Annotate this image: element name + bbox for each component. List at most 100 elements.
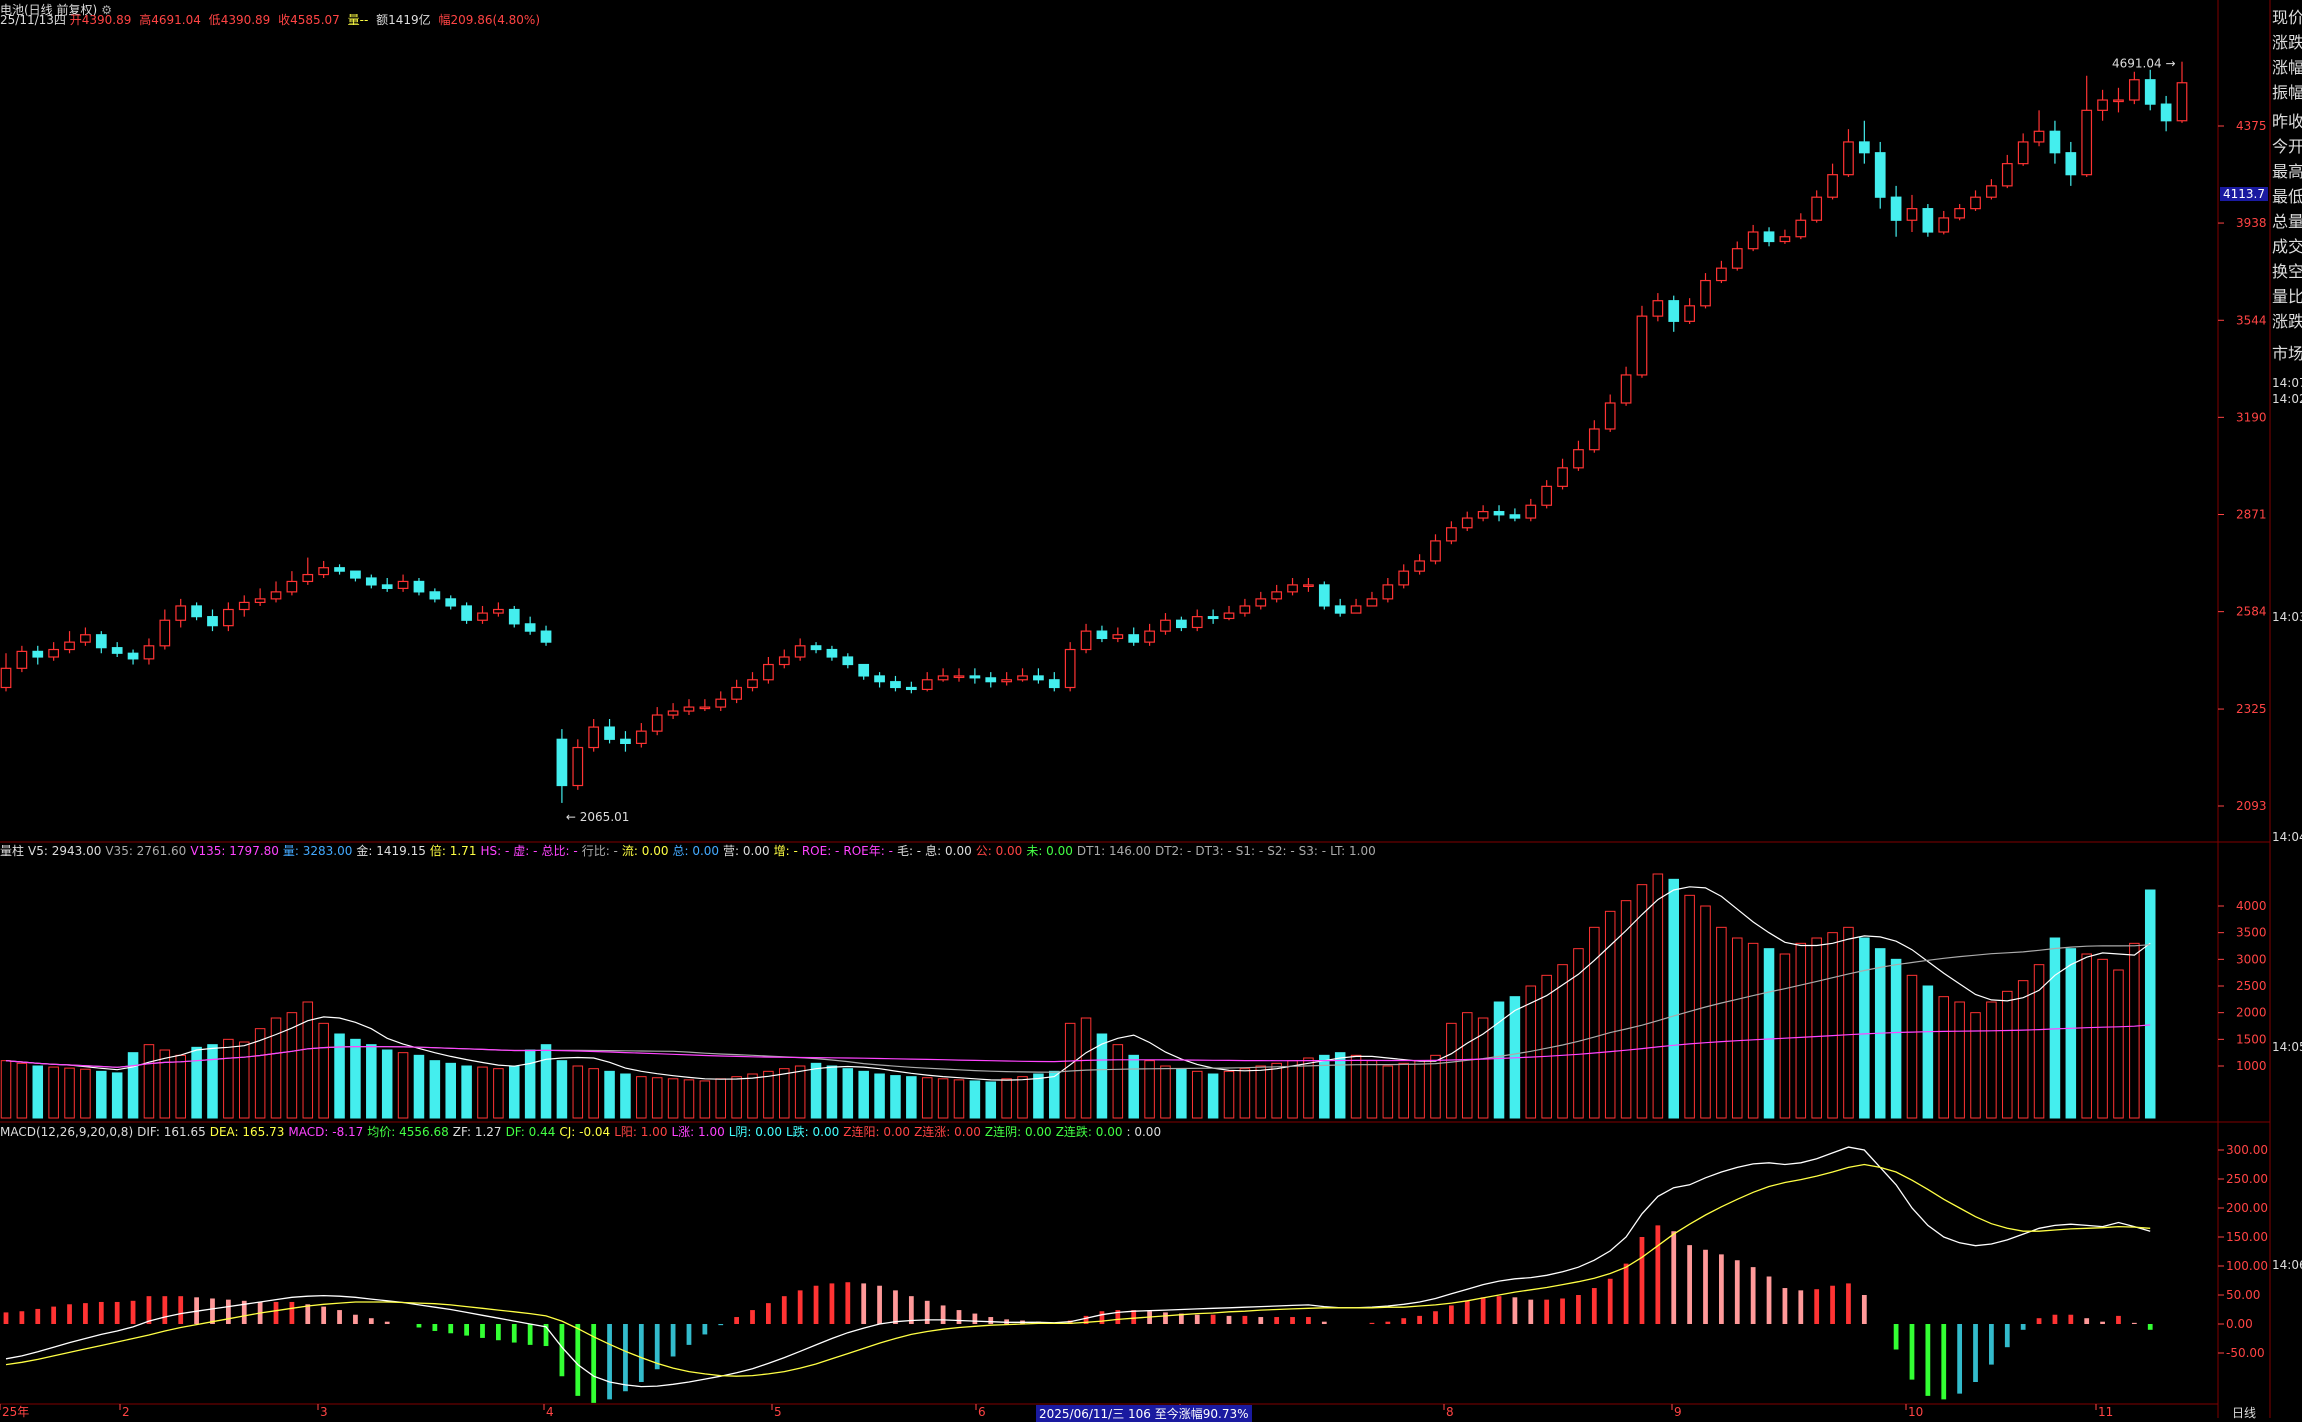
volume-bar — [970, 1081, 980, 1118]
volume-bar — [875, 1074, 885, 1118]
candle-body — [303, 575, 313, 582]
candle-body — [875, 676, 885, 682]
candle-body — [1780, 237, 1790, 242]
volume-tick-label: 1000 — [2236, 1059, 2267, 1073]
candle-body — [780, 657, 790, 665]
candle-body — [652, 715, 662, 731]
sidebar-item[interactable]: 现价 — [2272, 4, 2302, 28]
candle-body — [1208, 617, 1218, 619]
volume-bar — [1478, 1018, 1488, 1118]
candle-body — [1447, 528, 1457, 541]
volume-bar — [1764, 949, 1774, 1118]
x-tick-label: 9 — [1674, 1405, 1682, 1418]
volume-bar — [1939, 997, 1949, 1118]
low-annotation: ← 2065.01 — [566, 810, 630, 824]
volume-bar — [1113, 1045, 1123, 1118]
candle-body — [1, 668, 11, 687]
candle-body — [1621, 375, 1631, 403]
sidebar-item[interactable]: 最低 — [2272, 183, 2302, 207]
candle-body — [716, 699, 726, 707]
candle-body — [33, 651, 43, 657]
time-label: 14:05 — [2272, 1040, 2302, 1054]
volume-bar — [33, 1066, 43, 1118]
time-label: 14:02 — [2272, 392, 2302, 406]
candle-body — [255, 599, 265, 603]
volume-bar — [1907, 975, 1917, 1118]
candle-body — [1907, 209, 1917, 221]
candle-body — [827, 650, 837, 657]
volume-tick-label: 2000 — [2236, 1006, 2267, 1020]
volume-bar — [1717, 927, 1727, 1118]
candle-body — [605, 727, 615, 739]
volume-bar — [1923, 986, 1933, 1118]
volume-bar — [1971, 1013, 1981, 1118]
candle-body — [2050, 131, 2060, 152]
candle-body — [1034, 676, 1044, 680]
volume-bar — [938, 1079, 948, 1118]
volume-bar — [224, 1039, 234, 1118]
candle-body — [1748, 232, 1758, 249]
sidebar-item[interactable]: 最高 — [2272, 158, 2302, 182]
volume-bar — [446, 1063, 456, 1118]
volume-bar — [509, 1066, 519, 1118]
candle-body — [1415, 561, 1425, 571]
candle-body — [922, 680, 932, 690]
time-label: 14:06 — [2272, 1258, 2302, 1272]
sidebar-item[interactable]: 涨跌 — [2272, 29, 2302, 53]
sidebar-item[interactable]: 总量 — [2272, 208, 2302, 232]
sidebar-item[interactable]: 今开 — [2272, 133, 2302, 157]
x-tick-label: 10 — [1908, 1405, 1923, 1418]
candle-body — [2177, 83, 2187, 121]
volume-bar — [700, 1081, 710, 1118]
sidebar-item[interactable]: 振幅 — [2272, 79, 2302, 103]
volume-bar — [160, 1050, 170, 1118]
volume-bar — [239, 1042, 249, 1118]
volume-bar — [1987, 1002, 1997, 1118]
candle-body — [1796, 220, 1806, 236]
volume-bar — [1701, 906, 1711, 1118]
volume-bar — [668, 1079, 678, 1118]
sidebar-item[interactable]: 昨收 — [2272, 108, 2302, 132]
sidebar-item[interactable]: 市场 — [2272, 340, 2302, 364]
candle-body — [2145, 80, 2155, 104]
x-tick-label: 6 — [978, 1405, 986, 1418]
annotations: 4691.04 →← 2065.01 — [566, 57, 2176, 824]
volume-bar — [49, 1067, 59, 1118]
sidebar-item[interactable]: 涨幅 — [2272, 54, 2302, 78]
price-tick-label: 3190 — [2236, 410, 2267, 424]
volume-bar — [652, 1078, 662, 1118]
candle-body — [144, 646, 154, 659]
candle-body — [1367, 599, 1377, 606]
volume-bar — [716, 1079, 726, 1118]
volume-bar — [1161, 1066, 1171, 1118]
volume-bar — [795, 1066, 805, 1118]
x-tick-label: 8 — [1446, 1405, 1454, 1418]
volume-bar — [128, 1053, 138, 1118]
candle-body — [1860, 142, 1870, 153]
period-label[interactable]: 日线 — [2232, 1404, 2256, 1421]
sidebar-item[interactable]: 成交 — [2272, 233, 2302, 257]
candle-body — [557, 739, 567, 785]
sidebar-item[interactable]: 涨跌 — [2272, 308, 2302, 332]
volume-bar — [954, 1080, 964, 1118]
candle-body — [700, 707, 710, 709]
candle-body — [1510, 515, 1520, 518]
candle-body — [494, 610, 504, 614]
volume-bar — [144, 1045, 154, 1118]
volume-bar — [2114, 970, 2124, 1118]
price-tick-label: 3544 — [2236, 313, 2267, 327]
candle-body — [1288, 585, 1298, 592]
sidebar-item[interactable]: 换空 — [2272, 258, 2302, 282]
candle-body — [398, 581, 408, 588]
candle-body — [351, 571, 361, 578]
candle-body — [859, 665, 869, 676]
candle-body — [732, 687, 742, 699]
volume-bar — [1685, 895, 1695, 1118]
candle-body — [811, 646, 821, 650]
volume-bar — [17, 1063, 27, 1118]
volume-bar — [1812, 938, 1822, 1118]
sidebar-item[interactable]: 量比 — [2272, 283, 2302, 307]
volume-bar — [1367, 1061, 1377, 1118]
x-tick-label: 4 — [546, 1405, 554, 1418]
